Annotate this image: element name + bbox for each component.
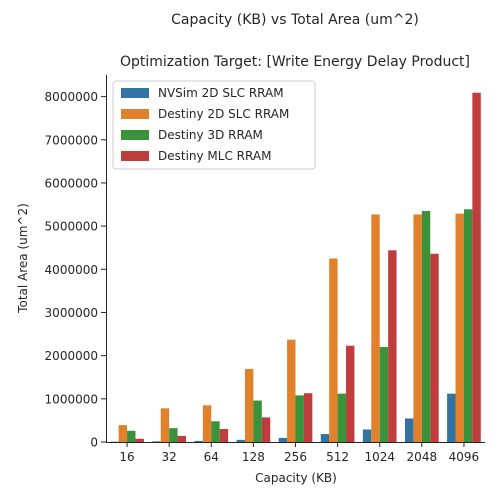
x-tick-label: 32 xyxy=(162,450,177,464)
legend-swatch xyxy=(121,151,149,161)
chart-subtitle: Optimization Target: [Write Energy Delay… xyxy=(120,54,470,70)
bar-destiny-3d-rram-4096 xyxy=(463,209,473,442)
bar-destiny-mlc-rram-1024 xyxy=(388,250,397,442)
legend-label: Destiny 2D SLC RRAM xyxy=(158,107,289,121)
bar-destiny-mlc-rram-4096 xyxy=(472,92,481,442)
bar-nvsim-2d-slc-rram-2048 xyxy=(404,418,414,442)
bar-destiny-mlc-rram-128 xyxy=(261,417,271,442)
bar-nvsim-2d-slc-rram-1024 xyxy=(362,429,372,442)
bar-destiny-mlc-rram-16 xyxy=(135,438,144,442)
bar-destiny-mlc-rram-512 xyxy=(346,345,355,442)
bar-nvsim-2d-slc-rram-128 xyxy=(236,439,245,442)
x-tick-label: 256 xyxy=(284,450,307,464)
legend-swatch xyxy=(121,109,149,119)
bar-destiny-3d-rram-32 xyxy=(169,428,178,442)
bar-nvsim-2d-slc-rram-32 xyxy=(152,441,161,442)
bar-nvsim-2d-slc-rram-256 xyxy=(278,437,288,442)
bar-destiny-2d-slc-rram-1024 xyxy=(371,214,380,442)
y-tick-label: 8000000 xyxy=(45,90,98,104)
legend-swatch xyxy=(121,88,149,98)
y-tick-label: 7000000 xyxy=(45,133,98,147)
bar-destiny-3d-rram-2048 xyxy=(421,211,431,442)
y-axis-label: Total Area (um^2) xyxy=(16,203,30,314)
legend-label: Destiny MLC RRAM xyxy=(158,149,271,163)
bar-destiny-2d-slc-rram-256 xyxy=(287,339,296,442)
bar-nvsim-2d-slc-rram-4096 xyxy=(447,393,456,442)
bar-destiny-2d-slc-rram-2048 xyxy=(413,214,422,442)
bar-destiny-3d-rram-128 xyxy=(253,400,262,442)
bar-destiny-mlc-rram-256 xyxy=(303,393,313,442)
legend-label: NVSim 2D SLC RRAM xyxy=(158,86,284,100)
bar-destiny-mlc-rram-64 xyxy=(219,429,229,442)
y-tick-label: 2000000 xyxy=(45,349,98,363)
y-tick-label: 5000000 xyxy=(45,220,98,234)
bar-destiny-2d-slc-rram-64 xyxy=(202,405,212,442)
x-tick-label: 1024 xyxy=(364,450,395,464)
y-tick-label: 3000000 xyxy=(45,306,98,320)
x-tick-label: 64 xyxy=(204,450,219,464)
bar-destiny-mlc-rram-2048 xyxy=(430,253,439,442)
bar-destiny-3d-rram-64 xyxy=(211,421,220,442)
x-axis-ticks: 16 32 64 128 256 512 1024 2048 4096 xyxy=(119,442,479,464)
bars-group xyxy=(110,92,481,442)
bar-destiny-3d-rram-1024 xyxy=(379,347,389,442)
x-tick-label: 2048 xyxy=(407,450,438,464)
bar-destiny-2d-slc-rram-16 xyxy=(118,425,128,442)
x-tick-label: 4096 xyxy=(449,450,480,464)
bar-destiny-2d-slc-rram-128 xyxy=(244,369,254,442)
bar-destiny-2d-slc-rram-512 xyxy=(329,258,338,442)
bar-nvsim-2d-slc-rram-64 xyxy=(194,440,203,442)
bar-destiny-3d-rram-256 xyxy=(295,395,304,442)
bar-destiny-2d-slc-rram-32 xyxy=(160,408,170,442)
bar-destiny-3d-rram-16 xyxy=(127,430,136,442)
y-tick-label: 1000000 xyxy=(45,392,98,406)
bar-destiny-3d-rram-512 xyxy=(337,393,347,442)
legend-swatch xyxy=(121,130,149,140)
x-tick-label: 512 xyxy=(326,450,349,464)
x-axis-label: Capacity (KB) xyxy=(255,471,337,485)
bar-nvsim-2d-slc-rram-512 xyxy=(320,434,330,442)
legend-label: Destiny 3D RRAM xyxy=(158,128,263,142)
y-tick-label: 4000000 xyxy=(45,263,98,277)
bar-destiny-2d-slc-rram-4096 xyxy=(455,213,464,442)
x-tick-label: 128 xyxy=(242,450,265,464)
bar-destiny-mlc-rram-32 xyxy=(177,435,187,442)
legend: NVSim 2D SLC RRAM Destiny 2D SLC RRAM Dest… xyxy=(112,80,316,170)
x-tick-label: 16 xyxy=(119,450,134,464)
y-tick-label: 6000000 xyxy=(45,176,98,190)
chart-title: Capacity (KB) vs Total Area (um^2) xyxy=(171,12,419,28)
legend-frame xyxy=(112,80,316,170)
y-tick-label: 0 xyxy=(90,436,98,450)
y-axis-ticks: 0 1000000 2000000 3000000 4000000 5000000 6000… xyxy=(45,90,106,450)
